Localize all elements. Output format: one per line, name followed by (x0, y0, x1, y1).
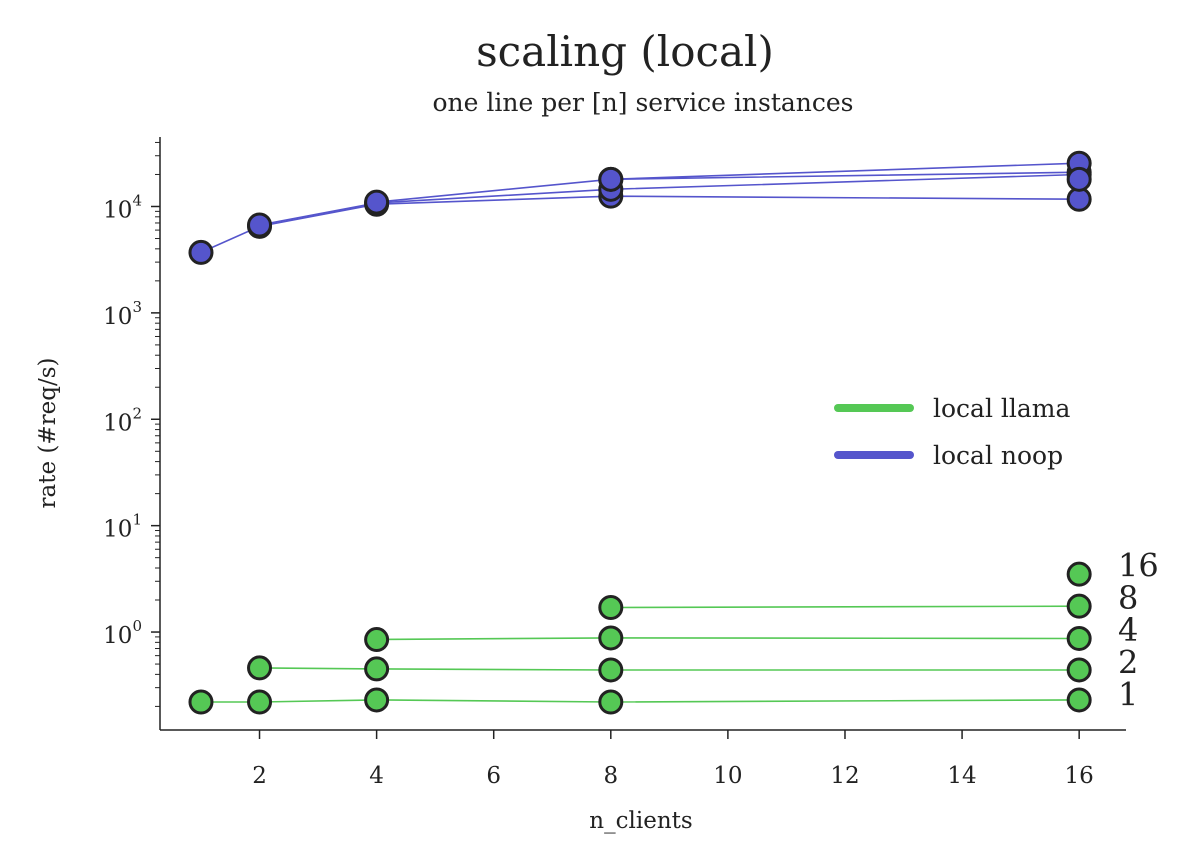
x-tick-label: 12 (830, 763, 859, 789)
legend: local llama local noop (834, 394, 1070, 470)
x-axis-ticks: 2 4 6 8 10 12 14 16 (252, 730, 1094, 789)
data-point-local-noop-8 (598, 166, 624, 192)
data-point-local-llama-16 (1066, 561, 1092, 587)
y-tick-label: 100 (103, 617, 142, 649)
instance-count-label: 8 (1118, 579, 1138, 617)
data-point-local-llama-4 (1066, 625, 1092, 651)
x-tick-label: 10 (713, 763, 742, 789)
instance-count-label: 4 (1118, 611, 1138, 649)
legend-label: local noop (933, 441, 1063, 470)
instance-count-label: 2 (1118, 643, 1138, 681)
data-point-local-llama-1 (188, 689, 214, 715)
data-point-local-llama-8 (598, 595, 624, 621)
y-axis-label: rate (#req/s) (35, 358, 61, 509)
x-tick-label: 14 (947, 763, 976, 789)
series-line-local-llama-1 (201, 699, 1080, 703)
y-tick-label: 103 (103, 298, 142, 330)
y-tick-label: 102 (103, 404, 142, 436)
x-tick-label: 6 (486, 763, 501, 789)
y-tick-label: 101 (103, 511, 142, 543)
series-line-local-noop-8 (610, 162, 1080, 181)
legend-label: local llama (933, 394, 1070, 423)
y-axis-ticks: 100 101 102 103 104 (103, 141, 160, 707)
y-tick-label: 104 (103, 191, 142, 223)
x-axis-label: n_clients (589, 808, 692, 834)
chart-title: scaling (local) (476, 27, 774, 76)
data-point-local-llama-1 (1066, 687, 1092, 713)
instance-count-label: 16 (1118, 547, 1159, 585)
data-point-local-llama-1 (247, 689, 273, 715)
chart-subtitle: one line per [n] service instances (432, 88, 853, 117)
data-point-local-llama-1 (598, 689, 624, 715)
data-point-local-llama-4 (364, 627, 390, 653)
data-point-local-noop-2 (247, 212, 273, 238)
data-point-local-llama-2 (364, 656, 390, 682)
series-line-local-llama-4 (376, 637, 1080, 641)
data-point-local-noop-1 (188, 239, 214, 265)
x-tick-label: 2 (252, 763, 267, 789)
data-point-local-llama-2 (1066, 657, 1092, 683)
data-point-local-llama-8 (1066, 593, 1092, 619)
x-tick-label: 8 (603, 763, 618, 789)
series-line-local-noop-2 (259, 173, 1080, 226)
data-point-local-llama-2 (598, 657, 624, 683)
series-line-local-noop-1 (200, 195, 1080, 254)
series-points (188, 150, 1092, 715)
data-point-local-llama-2 (247, 655, 273, 681)
data-point-local-llama-1 (364, 687, 390, 713)
data-point-local-llama-4 (598, 625, 624, 651)
x-tick-label: 16 (1065, 763, 1094, 789)
instance-count-label: 1 (1118, 675, 1138, 713)
data-point-local-noop-16 (1066, 166, 1092, 192)
series-line-local-llama-2 (259, 667, 1080, 671)
data-point-local-noop-4 (364, 189, 390, 215)
series-lines (200, 162, 1080, 703)
x-tick-label: 4 (369, 763, 384, 789)
series-line-local-llama-8 (610, 605, 1080, 609)
